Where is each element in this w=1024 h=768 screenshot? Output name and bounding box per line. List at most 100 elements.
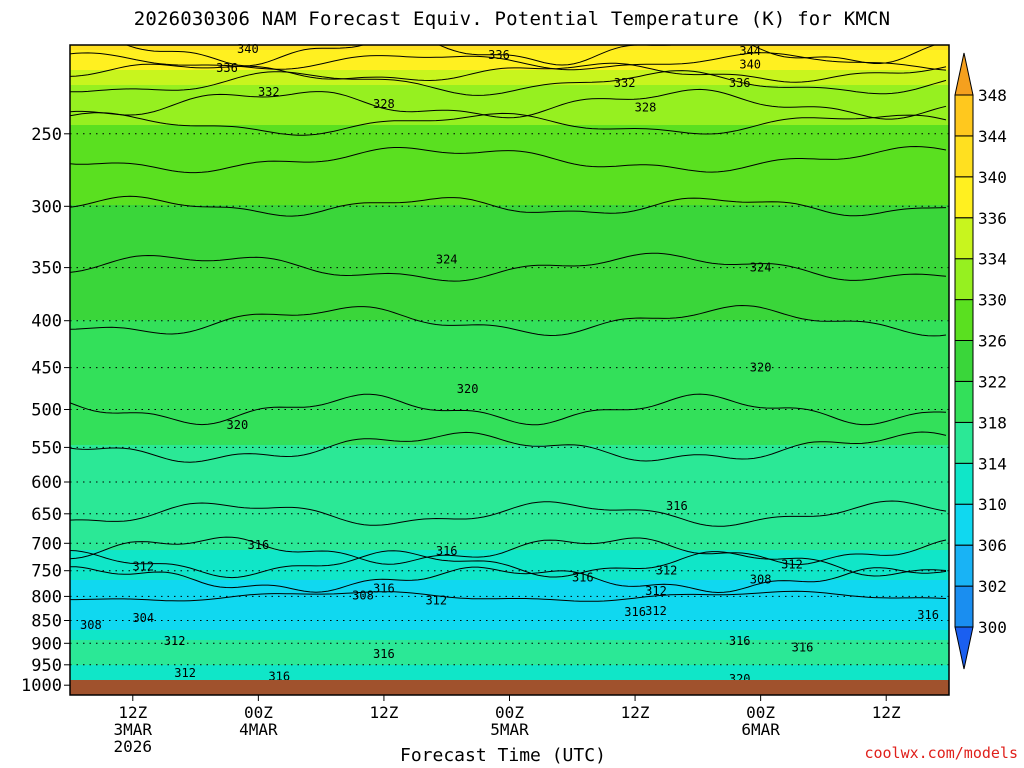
- y-tick-label: 350: [31, 259, 62, 279]
- colorbar-label: 336: [978, 209, 1007, 228]
- contour-label: 316: [792, 641, 814, 655]
- contour-318: [70, 431, 947, 463]
- field-band: [70, 650, 949, 656]
- field-band: [70, 170, 949, 176]
- field-band: [70, 80, 949, 86]
- field-band: [70, 230, 949, 236]
- ground-strip: [70, 680, 949, 695]
- field-band: [70, 510, 949, 516]
- field-band: [70, 240, 949, 246]
- x-tick-label: 3MAR: [114, 720, 153, 739]
- colorbar-label: 348: [978, 86, 1007, 105]
- field-band: [70, 655, 949, 661]
- field-band: [70, 160, 949, 166]
- field-band: [70, 555, 949, 561]
- field-band: [70, 60, 949, 66]
- field-band: [70, 525, 949, 531]
- contour-label: 328: [373, 97, 395, 111]
- contour-labels: 3403363323283363323283443403363243243203…: [80, 42, 939, 686]
- field-band: [70, 515, 949, 521]
- colorbar-swatch: [954, 135, 974, 178]
- contour-label: 336: [216, 61, 238, 75]
- field-band: [70, 260, 949, 266]
- field-band: [70, 280, 949, 286]
- contour-label: 312: [645, 584, 667, 598]
- contour-340: [125, 45, 937, 67]
- contour-label: 308: [80, 618, 102, 632]
- field-band: [70, 455, 949, 461]
- colorbar-swatch: [954, 176, 974, 219]
- field-band: [70, 255, 949, 261]
- field-band: [70, 145, 949, 151]
- colorbar-swatch: [954, 462, 974, 505]
- y-tick-label: 250: [31, 125, 62, 145]
- contour-label: 316: [729, 634, 751, 648]
- contour-label: 336: [729, 76, 751, 90]
- contour-label: 336: [488, 48, 510, 62]
- colorbar-swatch: [954, 258, 974, 301]
- field-band: [70, 460, 949, 466]
- colorbar-label: 302: [978, 577, 1007, 596]
- field-band: [70, 500, 949, 506]
- contour-lines: [70, 45, 947, 602]
- field-band: [70, 120, 949, 126]
- field-band: [70, 395, 949, 401]
- y-tick-label: 300: [31, 197, 62, 217]
- field-band: [70, 605, 949, 611]
- contour-336: [70, 62, 947, 83]
- field-band: [70, 175, 949, 181]
- field-band: [70, 410, 949, 416]
- field-band: [70, 595, 949, 601]
- contour-label: 320: [457, 382, 479, 396]
- field-band: [70, 100, 949, 106]
- field-band: [70, 180, 949, 186]
- x-tick-label: 12Z: [118, 703, 147, 722]
- colorbar-swatch: [954, 340, 974, 382]
- field-band: [70, 85, 949, 91]
- field-band: [70, 495, 949, 501]
- field-band: [70, 335, 949, 341]
- field-band: [70, 360, 949, 366]
- x-tick-label: 2026: [114, 737, 153, 756]
- field-band: [70, 275, 949, 281]
- colorbar-label: 318: [978, 413, 1007, 432]
- field-band: [70, 225, 949, 231]
- field-band: [70, 125, 949, 131]
- field-band: [70, 445, 949, 451]
- x-tick-label: 12Z: [369, 703, 398, 722]
- field-band: [70, 245, 949, 251]
- field-band: [70, 385, 949, 391]
- field-band: [70, 185, 949, 191]
- contour-308: [70, 590, 947, 602]
- contour-label: 340: [739, 57, 761, 71]
- field-band: [70, 305, 949, 311]
- contour-320: [70, 393, 947, 426]
- field-band: [70, 140, 949, 146]
- x-tick-label: 5MAR: [490, 720, 529, 739]
- y-tick-label: 850: [31, 612, 62, 632]
- contour-label: 332: [258, 85, 280, 99]
- field-band: [70, 155, 949, 161]
- field-band: [70, 370, 949, 376]
- contour-label: 320: [750, 361, 772, 375]
- field-band: [70, 130, 949, 136]
- field-band: [70, 635, 949, 641]
- field-band: [70, 585, 949, 591]
- colorbar-label: 310: [978, 495, 1007, 514]
- field-band: [70, 75, 949, 81]
- x-tick-label: 00Z: [244, 703, 273, 722]
- field-band: [70, 390, 949, 396]
- field-band: [70, 405, 949, 411]
- field-band: [70, 90, 949, 96]
- colorbar-swatch: [954, 544, 974, 587]
- thetae-field: [70, 45, 949, 695]
- field-band: [70, 285, 949, 291]
- field-band: [70, 545, 949, 551]
- field-band: [70, 480, 949, 486]
- field-band: [70, 210, 949, 216]
- y-tick-label: 800: [31, 587, 62, 607]
- field-band: [70, 470, 949, 476]
- y-tick-label: 650: [31, 505, 62, 525]
- field-band: [70, 310, 949, 316]
